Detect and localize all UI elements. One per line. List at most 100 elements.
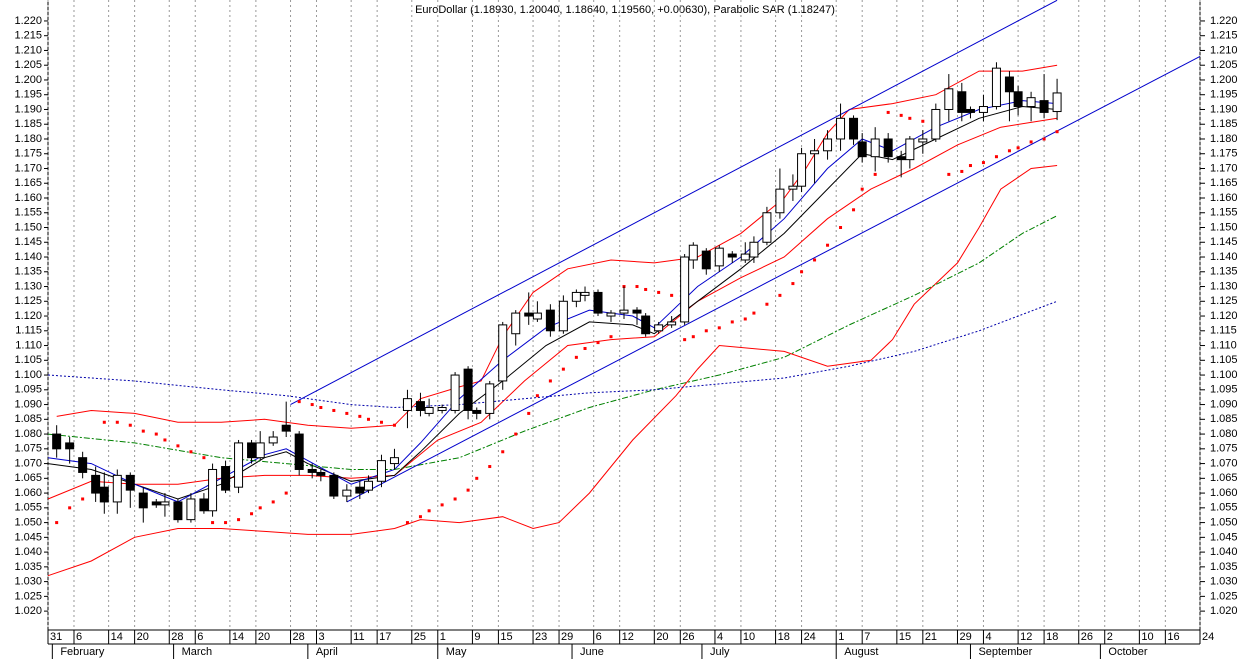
- y-tick-label-right: 1.130: [1210, 280, 1238, 292]
- sar-dot: [886, 110, 890, 114]
- month-label: August: [844, 646, 878, 658]
- sar-dot: [852, 208, 856, 212]
- sar-dot: [704, 329, 708, 333]
- x-tick-label: 2: [1107, 631, 1113, 643]
- y-tick-label-right: 1.210: [1210, 44, 1238, 56]
- candle-body: [363, 480, 373, 491]
- y-tick-label-right: 1.160: [1210, 192, 1238, 204]
- candle-body: [112, 474, 122, 503]
- x-tick-label: 9: [474, 631, 480, 643]
- y-tick-label-left: 1.030: [14, 576, 42, 588]
- sar-dot: [683, 338, 687, 342]
- candle-body: [1039, 100, 1049, 113]
- sar-dot: [717, 326, 721, 330]
- sar-dot: [332, 408, 336, 412]
- y-tick-label-right: 1.120: [1210, 310, 1238, 322]
- x-tick-label: 10: [743, 631, 755, 643]
- candle-body: [775, 188, 785, 214]
- candle-body: [342, 489, 352, 497]
- candle-body: [727, 253, 737, 258]
- chart-title: EuroDollar (1.18930, 1.20040, 1.18640, 1…: [415, 4, 835, 16]
- candle-body: [52, 433, 62, 450]
- sar-dot: [440, 503, 444, 507]
- sar-dot: [839, 226, 843, 230]
- y-tick-label-right: 1.080: [1210, 428, 1238, 440]
- sar-dot: [154, 432, 158, 436]
- sar-dot: [635, 285, 639, 289]
- y-tick-label-right: 1.075: [1210, 443, 1238, 455]
- x-tick-label: 26: [682, 631, 694, 643]
- x-tick-label: 18: [1046, 631, 1058, 643]
- candle-body: [641, 315, 651, 335]
- x-tick-label: 20: [137, 631, 149, 643]
- y-tick-label-right: 1.045: [1210, 531, 1238, 543]
- candle-body: [424, 407, 434, 414]
- sar-dot: [548, 379, 552, 383]
- y-tick-label-left: 1.050: [14, 516, 42, 528]
- y-tick-label-left: 1.165: [14, 177, 42, 189]
- candle-body: [740, 253, 750, 261]
- y-tick-label-left: 1.110: [15, 339, 42, 351]
- candle-body: [870, 138, 880, 158]
- month-label: June: [580, 646, 604, 658]
- y-tick-label-left: 1.175: [14, 148, 42, 160]
- candle-body: [1026, 97, 1036, 108]
- candle-body: [810, 150, 820, 155]
- sar-dot: [284, 491, 288, 495]
- candle-body: [836, 117, 846, 140]
- y-tick-label-left: 1.205: [14, 59, 42, 71]
- sar-dot: [176, 444, 180, 448]
- candle-body: [255, 442, 265, 459]
- x-tick-label: 18: [778, 631, 790, 643]
- sar-dot: [475, 476, 479, 480]
- sar-dot: [418, 515, 422, 519]
- sar-dot: [466, 488, 470, 492]
- sar-dot: [657, 290, 661, 294]
- y-tick-label-left: 1.170: [14, 162, 42, 174]
- y-tick-label-left: 1.185: [14, 118, 42, 130]
- x-tick-label: 25: [414, 631, 426, 643]
- candle-body: [389, 457, 399, 465]
- sar-dot: [211, 521, 215, 525]
- candle-body: [849, 117, 859, 140]
- y-tick-label-right: 1.020: [1210, 605, 1238, 617]
- sar-dot: [405, 521, 409, 525]
- y-tick-label-right: 1.150: [1210, 221, 1238, 233]
- candle-body: [450, 374, 460, 411]
- y-tick-label-left: 1.200: [14, 74, 42, 86]
- y-tick-label-right: 1.100: [1210, 369, 1238, 381]
- sar-dot: [81, 497, 85, 501]
- candle-body: [186, 498, 196, 521]
- y-tick-label-right: 1.115: [1210, 325, 1237, 337]
- candle-body: [918, 138, 928, 143]
- candle-body: [463, 368, 473, 411]
- y-tick-label-right: 1.215: [1210, 30, 1238, 42]
- y-tick-label-right: 1.175: [1210, 148, 1238, 160]
- sar-dot: [202, 456, 206, 460]
- y-tick-label-right: 1.030: [1210, 576, 1238, 588]
- candle-body: [125, 474, 135, 491]
- sar-dot: [115, 420, 119, 424]
- sar-dot: [960, 169, 964, 173]
- y-tick-label-right: 1.090: [1210, 398, 1238, 410]
- y-tick-label-left: 1.025: [14, 590, 42, 602]
- month-label: February: [60, 646, 105, 658]
- candle-body: [472, 409, 482, 414]
- sar-dot: [55, 521, 59, 525]
- x-tick-label: 23: [535, 631, 547, 643]
- candle-body: [208, 468, 218, 512]
- candle-body: [606, 312, 616, 317]
- y-tick-label-right: 1.185: [1210, 118, 1238, 130]
- month-label: May: [446, 646, 467, 658]
- sar-dot: [514, 432, 518, 436]
- candle-body: [524, 312, 534, 317]
- x-tick-label: 14: [232, 631, 244, 643]
- y-tick-label-right: 1.035: [1210, 561, 1238, 573]
- y-tick-label-left: 1.195: [14, 89, 42, 101]
- candle-body: [797, 153, 807, 187]
- x-tick-label: 15: [500, 631, 512, 643]
- y-tick-label-right: 1.095: [1210, 384, 1238, 396]
- candle-body: [632, 309, 642, 314]
- x-tick-label: 29: [959, 631, 971, 643]
